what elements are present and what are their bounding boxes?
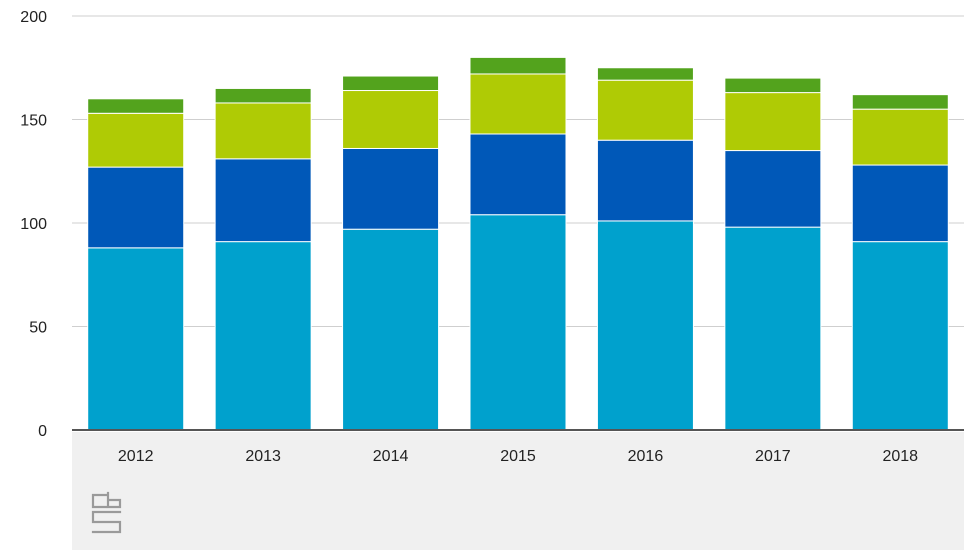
bar-2015-segment-2 — [469, 133, 567, 216]
bar-2013-segment-3 — [214, 102, 312, 160]
bar-2018-segment-4 — [851, 94, 949, 110]
x-tick-label-2013: 2013 — [245, 448, 281, 465]
y-tick-label: 100 — [20, 216, 47, 233]
bar-2013-segment-4 — [214, 87, 312, 104]
x-tick-label-2018: 2018 — [882, 448, 918, 465]
bar-2015-segment-3 — [469, 73, 567, 135]
footer-band — [72, 432, 964, 550]
bar-2017-segment-1 — [724, 226, 822, 431]
bar-2017-segment-4 — [724, 77, 822, 94]
y-tick-label: 150 — [20, 113, 47, 130]
bar-2017-segment-3 — [724, 92, 822, 152]
bar-2016-segment-2 — [596, 139, 694, 222]
bar-2014-segment-2 — [342, 147, 440, 230]
x-tick-label-2015: 2015 — [500, 448, 536, 465]
y-axis-ticks: 0 50 100 150 200 — [20, 9, 47, 440]
bar-2012-segment-4 — [87, 98, 185, 114]
x-tick-label-2012: 2012 — [118, 448, 154, 465]
bars — [87, 56, 949, 431]
bar-2014-segment-1 — [342, 228, 440, 431]
bar-2013-segment-1 — [214, 241, 312, 431]
bar-2015-segment-4 — [469, 56, 567, 75]
bar-2017-segment-2 — [724, 150, 822, 228]
bar-2016-segment-3 — [596, 79, 694, 141]
x-tick-label-2014: 2014 — [373, 448, 409, 465]
bar-2012-segment-3 — [87, 112, 185, 168]
y-tick-label: 0 — [38, 423, 47, 440]
y-tick-label: 200 — [20, 9, 47, 26]
bar-2015-segment-1 — [469, 214, 567, 431]
bar-2016-segment-1 — [596, 220, 694, 431]
bar-2012-segment-1 — [87, 247, 185, 431]
x-axis-labels: 2012 2013 2014 2015 2016 2017 2018 — [118, 448, 918, 465]
bar-2012-segment-2 — [87, 166, 185, 249]
bar-2014-segment-3 — [342, 90, 440, 149]
bar-2018-segment-2 — [851, 164, 949, 243]
x-tick-label-2016: 2016 — [628, 448, 664, 465]
cbs-logo-icon — [91, 491, 122, 534]
bar-2018-segment-3 — [851, 108, 949, 166]
bar-2014-segment-4 — [342, 75, 440, 92]
bar-2013-segment-2 — [214, 158, 312, 243]
y-tick-label: 50 — [29, 320, 47, 337]
x-tick-label-2017: 2017 — [755, 448, 791, 465]
bar-2016-segment-4 — [596, 67, 694, 81]
bar-2018-segment-1 — [851, 241, 949, 431]
